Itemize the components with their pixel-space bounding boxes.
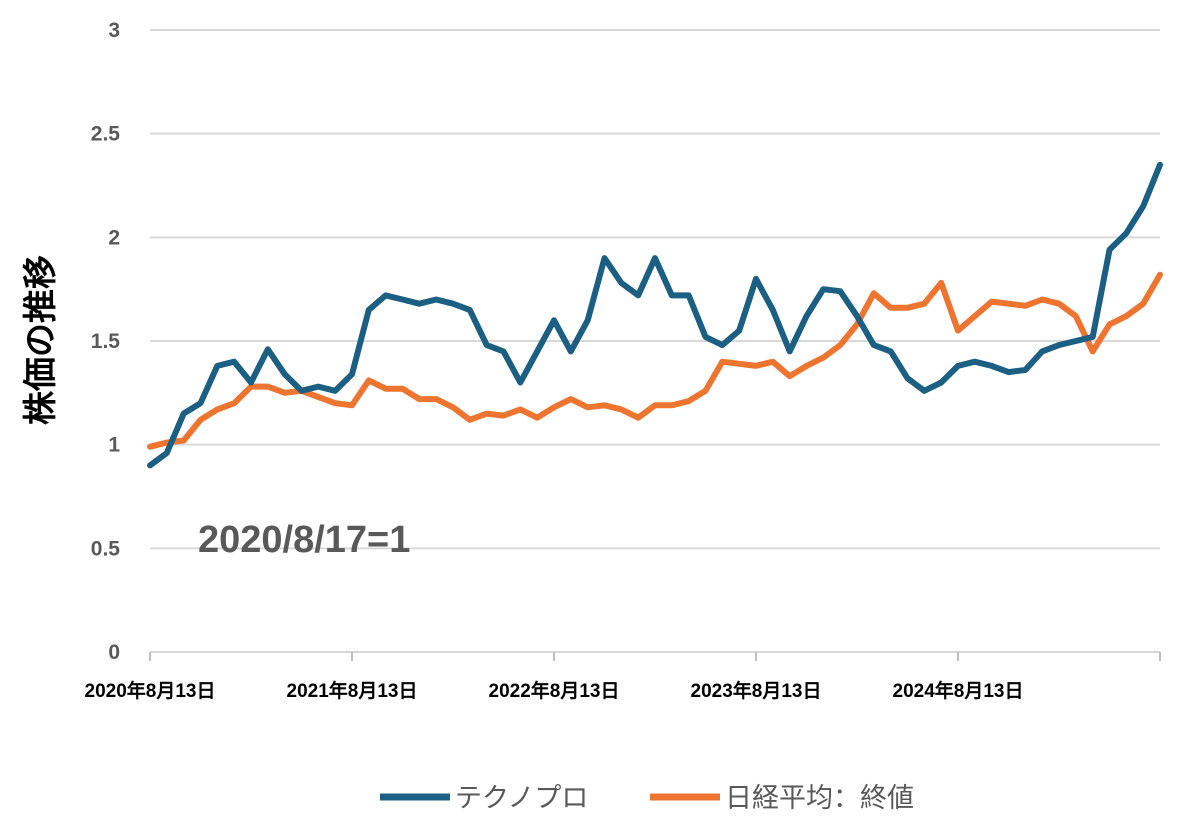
legend: テクノプロ 日経平均：終値 bbox=[380, 783, 914, 813]
series-line-technopro bbox=[147, 161, 1163, 469]
gridlines bbox=[150, 29, 1160, 550]
x-tick-label: 2021年8月13日 bbox=[287, 679, 418, 702]
y-tick-label: 0.5 bbox=[91, 537, 121, 560]
x-tick-label: 2023年8月13日 bbox=[691, 679, 822, 702]
y-tick-label: 1.5 bbox=[91, 330, 121, 353]
x-tick-label: 2020年8月13日 bbox=[85, 679, 216, 702]
y-tick-label: 0 bbox=[108, 641, 120, 664]
y-tick-labels: 0 0.5 1 1.5 2 2.5 3 bbox=[91, 19, 121, 664]
y-tick-label: 2.5 bbox=[91, 123, 121, 146]
series-lines bbox=[147, 161, 1163, 469]
x-axis: 2020年8月13日 2021年8月13日 2022年8月13日 2023年8月13日… bbox=[85, 651, 1161, 702]
annotation: 2020/8/17=1 bbox=[198, 519, 410, 561]
x-tick-label: 2024年8月13日 bbox=[893, 679, 1024, 702]
legend-label-nikkei: 日経平均：終値 bbox=[725, 783, 914, 813]
legend-label-technopro: テクノプロ bbox=[455, 783, 588, 813]
y-tick-label: 2 bbox=[108, 226, 120, 249]
y-axis-label: 株価の推移 bbox=[22, 255, 60, 425]
y-tick-label: 1 bbox=[108, 434, 120, 457]
series-line-nikkei bbox=[147, 271, 1163, 450]
x-tick-label: 2022年8月13日 bbox=[489, 679, 620, 702]
y-tick-label: 3 bbox=[108, 19, 120, 42]
